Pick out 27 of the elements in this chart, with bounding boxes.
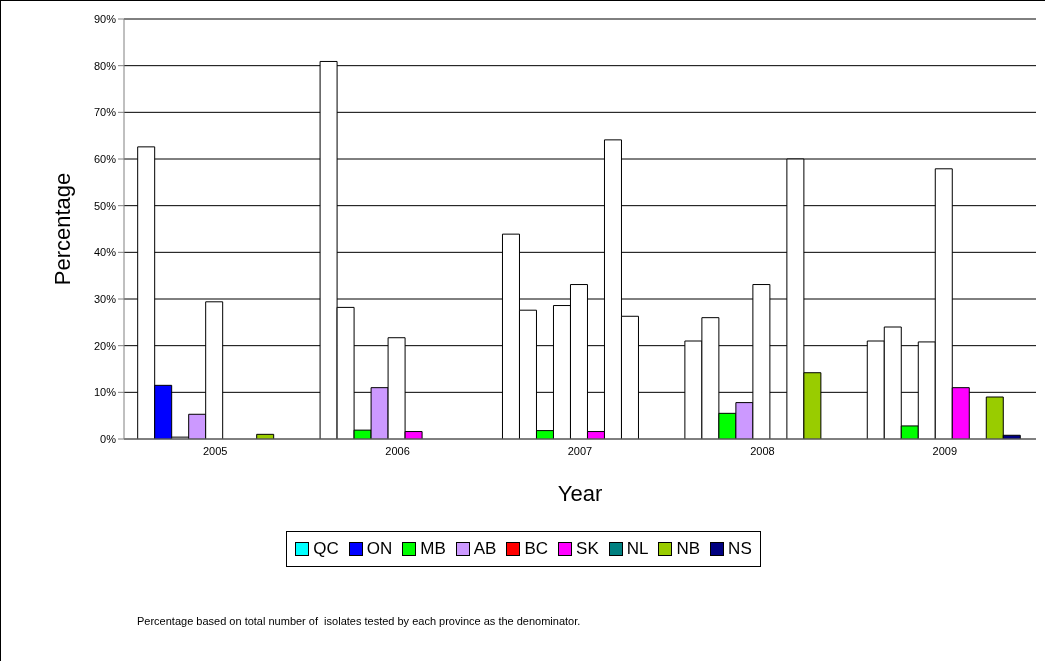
- legend-label: ON: [366, 539, 393, 559]
- y-tick-label: 70%: [93, 106, 117, 119]
- legend-label: MB: [420, 539, 446, 559]
- y-tick-label: 50%: [93, 199, 117, 212]
- y-tick-label: 80%: [93, 59, 117, 72]
- legend-label: NL: [626, 539, 649, 559]
- y-tick-label: 10%: [93, 386, 117, 399]
- x-tick-label: 2007: [567, 444, 593, 457]
- legend-label: NB: [676, 539, 701, 559]
- x-tick-label: 2005: [202, 444, 228, 457]
- x-tick-label: 2008: [750, 444, 775, 457]
- legend-label: QC: [313, 539, 339, 559]
- y-tick-label: 60%: [93, 152, 117, 165]
- y-tick-label: 90%: [93, 12, 117, 25]
- legend-label: SK: [576, 539, 599, 559]
- legend-label: NS: [728, 539, 752, 559]
- legend-label: AB: [473, 539, 497, 559]
- y-tick-label: 40%: [93, 246, 117, 259]
- text: Percentage based on total number of isolates tested by each province as the denominator.: [137, 615, 581, 627]
- y-tick-label: 0%: [100, 432, 117, 445]
- x-tick-label: 2009: [932, 444, 958, 457]
- legend-label: BC: [524, 539, 549, 559]
- y-tick-label: 20%: [93, 339, 117, 352]
- x-axis-title: Year: [556, 481, 604, 507]
- x-tick-label: 2006: [385, 444, 410, 457]
- y-axis-title: Percentage: [50, 172, 76, 286]
- y-tick-label: 30%: [93, 292, 117, 305]
